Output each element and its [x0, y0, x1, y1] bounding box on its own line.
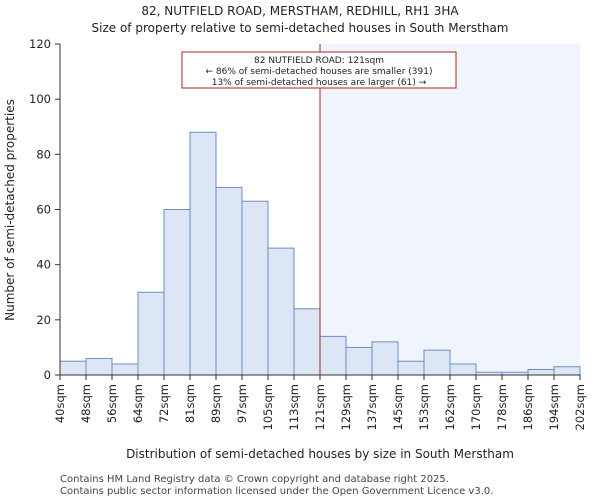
x-tick-label: 105sqm [261, 384, 275, 430]
annotation-line-1: 82 NUTFIELD ROAD: 121sqm [254, 56, 384, 66]
y-tick-label: 80 [36, 147, 51, 161]
bar-129sqm [345, 346, 373, 376]
x-tick-label: 48sqm [79, 384, 93, 423]
bar-137sqm [371, 341, 399, 376]
bar-121sqm [319, 335, 347, 376]
bar-153sqm [423, 349, 451, 376]
x-tick-label: 56sqm [105, 384, 119, 423]
bar-40sqm [59, 360, 87, 376]
x-tick-label: 178sqm [495, 384, 509, 430]
bar-186sqm [527, 368, 555, 376]
x-tick-label: 64sqm [131, 384, 145, 423]
x-tick-label: 137sqm [365, 384, 379, 430]
chart-title: 82, NUTFIELD ROAD, MERSTHAM, REDHILL, RH… [141, 4, 459, 18]
x-axis-label: Distribution of semi-detached houses by … [126, 447, 514, 461]
x-tick-label: 113sqm [287, 384, 301, 430]
bar-81sqm [189, 131, 217, 376]
x-tick-label: 170sqm [469, 384, 483, 430]
x-tick-label: 129sqm [339, 384, 353, 430]
x-tick-label: 162sqm [443, 384, 457, 430]
y-tick-label: 120 [29, 37, 51, 51]
chart-subtitle: Size of property relative to semi-detach… [92, 21, 509, 35]
y-tick-label: 0 [44, 368, 51, 382]
x-tick-label: 40sqm [53, 384, 67, 423]
y-tick-label: 20 [36, 313, 51, 327]
x-tick-label: 121sqm [313, 384, 327, 430]
bar-162sqm [449, 363, 477, 376]
y-tick-label: 60 [36, 203, 51, 217]
highlight-region [320, 44, 580, 375]
x-tick-label: 186sqm [521, 384, 535, 430]
x-tick-label: 202sqm [573, 384, 587, 430]
bar-113sqm [293, 308, 321, 376]
x-tick-label: 89sqm [209, 384, 223, 423]
annotation-line-3: 13% of semi-detached houses are larger (… [212, 78, 427, 88]
bar-48sqm [85, 357, 113, 376]
bar-105sqm [267, 247, 295, 376]
x-tick-label: 81sqm [183, 384, 197, 423]
y-tick-label: 40 [36, 258, 51, 272]
y-tick-label: 100 [29, 92, 51, 106]
x-tick-label: 194sqm [547, 384, 561, 430]
x-tick-label: 97sqm [235, 384, 249, 423]
y-axis-label: Number of semi-detached properties [3, 99, 17, 321]
x-tick-label: 72sqm [157, 384, 171, 423]
x-tick-label: 145sqm [391, 384, 405, 430]
bar-56sqm [111, 363, 139, 376]
bar-97sqm [241, 200, 269, 376]
x-tick-label: 153sqm [417, 384, 431, 430]
annotation-box [181, 51, 457, 89]
footer-line-2: Contains public sector information licen… [60, 486, 493, 497]
bar-72sqm [163, 209, 191, 376]
bar-194sqm [553, 366, 581, 376]
footer-line-1: Contains HM Land Registry data © Crown c… [60, 474, 449, 485]
plot-area: 0 20 40 60 80 100 120 40sqm 48sqm 56sqm 64sqm 72sqm… [29, 37, 587, 430]
bar-145sqm [397, 360, 425, 376]
bar-64sqm [137, 291, 165, 376]
bar-89sqm [215, 186, 243, 376]
annotation-line-2: ← 86% of semi-detached houses are smalle… [206, 67, 433, 77]
